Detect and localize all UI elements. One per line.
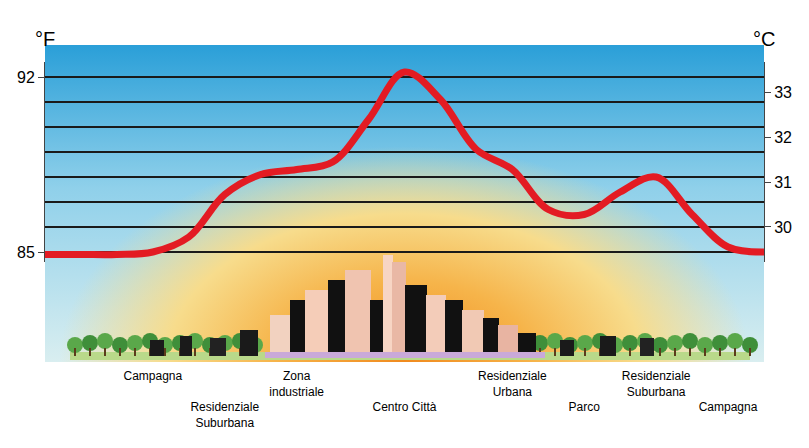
- svg-text:ResidenzialeUrbana: ResidenzialeUrbana: [478, 369, 547, 399]
- svg-text:Parco: Parco: [569, 400, 601, 414]
- svg-text:Centro Città: Centro Città: [372, 400, 436, 414]
- svg-text:31: 31: [774, 174, 792, 191]
- svg-text:85: 85: [17, 244, 35, 261]
- svg-text:°F: °F: [35, 28, 55, 50]
- svg-text:Campagna: Campagna: [123, 369, 182, 383]
- svg-text:32: 32: [774, 129, 792, 146]
- svg-text:Campagna: Campagna: [699, 400, 758, 414]
- svg-text:°C: °C: [753, 28, 775, 50]
- svg-text:30: 30: [774, 219, 792, 236]
- svg-text:Zonaindustriale: Zonaindustriale: [269, 369, 324, 399]
- svg-text:ResidenzialeSuburbana: ResidenzialeSuburbana: [622, 369, 691, 399]
- svg-text:ResidenzialeSuburbana: ResidenzialeSuburbana: [190, 400, 259, 430]
- svg-text:33: 33: [774, 84, 792, 101]
- svg-text:92: 92: [17, 69, 35, 86]
